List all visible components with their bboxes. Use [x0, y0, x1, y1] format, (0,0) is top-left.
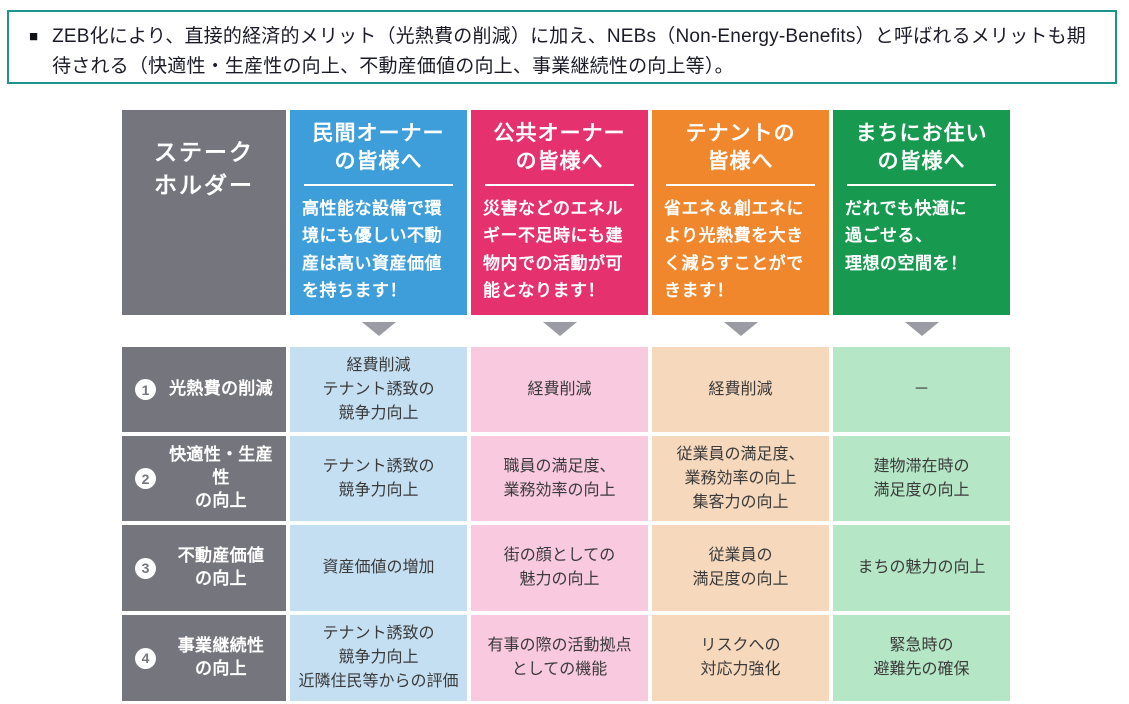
benefit-cell: 経費削減: [652, 347, 829, 432]
arrow-cell: [833, 319, 1010, 343]
corner-header-stakeholder: ステーク ホルダー: [122, 110, 286, 315]
arrow-spacer: [122, 319, 286, 343]
row-label: 不動産価値 の向上: [177, 546, 265, 588]
column-description: だれでも快適に 過ごせる、 理想の空間を！: [845, 198, 968, 273]
circled-number-icon: 1: [135, 379, 156, 400]
benefit-cell: 経費削減: [471, 347, 648, 432]
note-box: ■ ZEB化により、直接的経済的メリット（光熱費の削減）に加え、NEBs（Non…: [7, 10, 1117, 84]
benefit-cell: 従業員の満足度、 業務効率の向上 集客力の向上: [652, 436, 829, 521]
column-title: テナントの 皆様へ: [685, 122, 796, 174]
circled-number-icon: 4: [135, 647, 156, 669]
bullet-square-icon: ■: [29, 28, 39, 45]
row-label: 事業継続性 の向上: [177, 636, 265, 678]
benefit-cell: リスクへの 対応力強化: [652, 615, 829, 701]
column-description: 省エネ＆創エネに より光熱費を大き く減らすことがで きます！: [664, 198, 804, 301]
benefit-cell: 街の顔としての 魅力の向上: [471, 525, 648, 611]
down-arrow-icon: [723, 322, 758, 336]
row-header-business-continuity: 4 事業継続性 の向上: [122, 615, 286, 701]
title-divider: [847, 183, 996, 186]
circled-number-icon: 3: [135, 557, 156, 579]
row-header-real-estate-value: 3 不動産価値 の向上: [122, 525, 286, 611]
down-arrow-icon: [904, 322, 939, 336]
benefit-cell: 有事の際の活動拠点 としての機能: [471, 615, 648, 701]
benefit-cell: テナント誘致の 競争力向上 近隣住民等からの評価: [290, 615, 467, 701]
row-header-comfort-productivity: 2 快適性・生産性 の向上: [122, 436, 286, 521]
circled-number-icon: 2: [135, 468, 156, 489]
benefit-cell: 資産価値の増加: [290, 525, 467, 611]
benefit-cell: 経費削減 テナント誘致の 競争力向上: [290, 347, 467, 432]
title-divider: [485, 183, 634, 186]
stakeholder-benefits-table: ステーク ホルダー 民間オーナー の皆様へ 高性能な設備で環 境にも優しい不動 …: [122, 110, 1010, 701]
column-title: まちにお住い の皆様へ: [855, 122, 988, 174]
benefit-cell: まちの魅力の向上: [833, 525, 1010, 611]
column-header-tenant: テナントの 皆様へ 省エネ＆創エネに より光熱費を大き く減らすことがで きます…: [652, 110, 829, 315]
row-label: 光熱費の削減: [169, 379, 273, 399]
benefit-cell: 職員の満足度、 業務効率の向上: [471, 436, 648, 521]
benefit-cell: 従業員の 満足度の向上: [652, 525, 829, 611]
row-header-utility-cost-reduction: 1 光熱費の削減: [122, 347, 286, 432]
column-header-town-resident: まちにお住い の皆様へ だれでも快適に 過ごせる、 理想の空間を！: [833, 110, 1010, 315]
column-header-private-owner: 民間オーナー の皆様へ 高性能な設備で環 境にも優しい不動 産は高い資産価値 を…: [290, 110, 467, 315]
benefit-cell: －: [833, 347, 1010, 432]
down-arrow-icon: [542, 322, 577, 336]
column-description: 高性能な設備で環 境にも優しい不動 産は高い資産価値 を持ちます！: [302, 198, 442, 301]
column-title: 公共オーナー の皆様へ: [493, 122, 626, 174]
row-label: 快適性・生産性 の向上: [169, 445, 273, 510]
column-header-public-owner: 公共オーナー の皆様へ 災害などのエネル ギー不足時にも建 物内での活動が可 能…: [471, 110, 648, 315]
benefit-cell: 緊急時の 避難先の確保: [833, 615, 1010, 701]
benefit-cell: テナント誘致の 競争力向上: [290, 436, 467, 521]
title-divider: [666, 183, 815, 186]
benefit-cell: 建物滞在時の 満足度の向上: [833, 436, 1010, 521]
note-text: ZEB化により、直接的経済的メリット（光熱費の削減）に加え、NEBs（Non-E…: [52, 26, 1087, 78]
arrow-cell: [290, 319, 467, 343]
column-description: 災害などのエネル ギー不足時にも建 物内での活動が可 能となります！: [483, 198, 623, 301]
down-arrow-icon: [361, 322, 396, 336]
arrow-cell: [471, 319, 648, 343]
title-divider: [304, 183, 453, 186]
column-title: 民間オーナー の皆様へ: [312, 122, 445, 174]
arrow-cell: [652, 319, 829, 343]
